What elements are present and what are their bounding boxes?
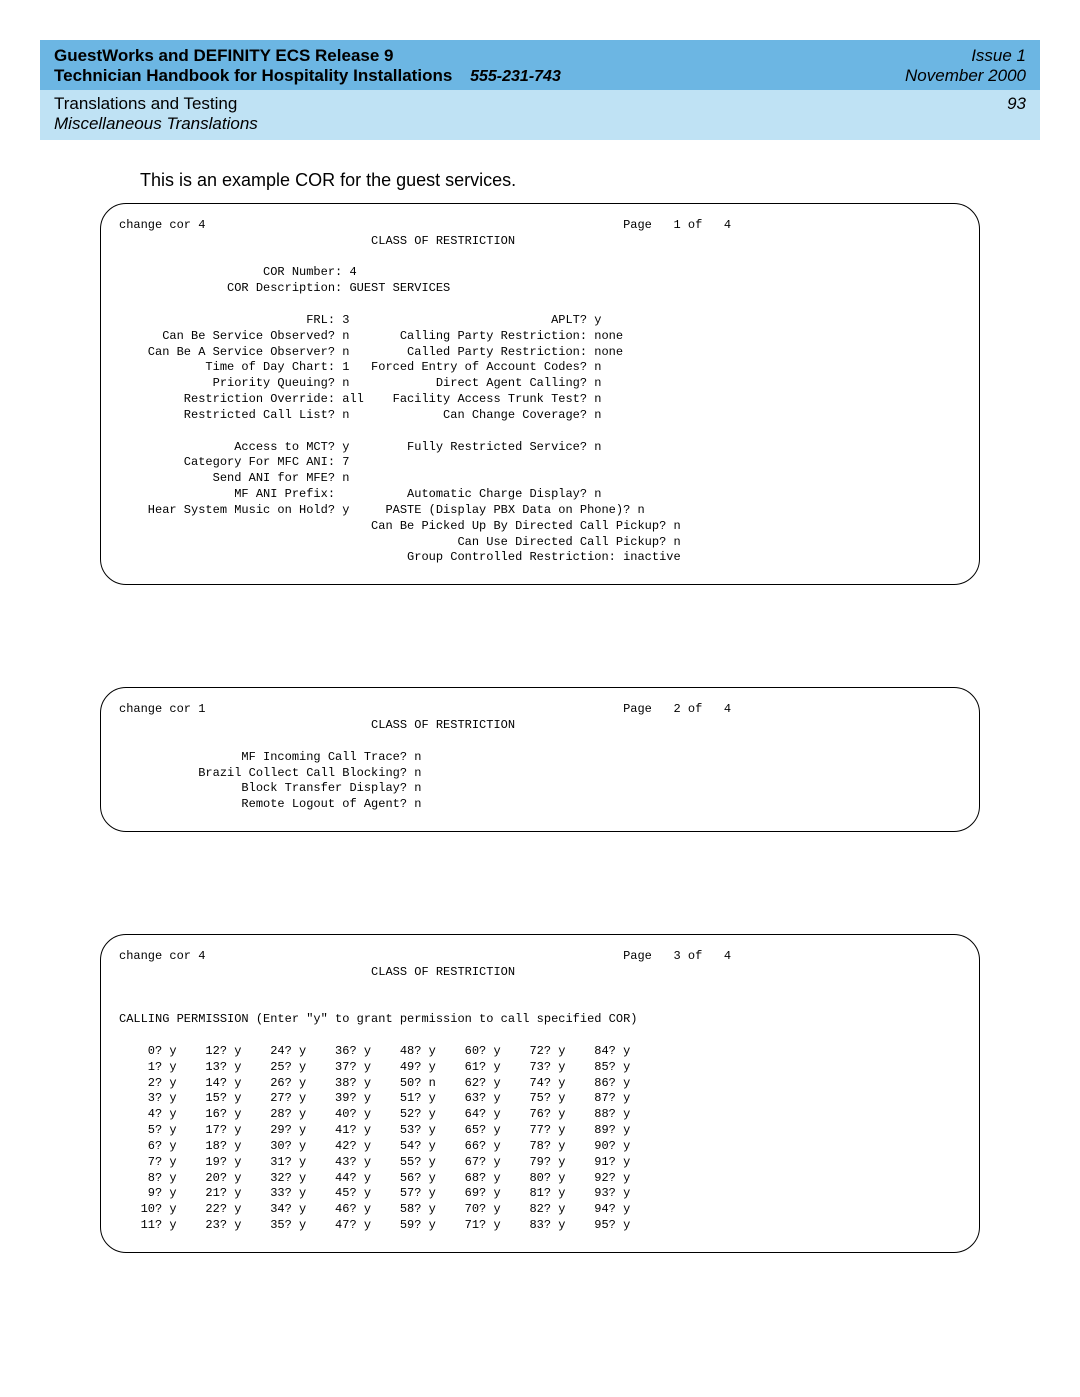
page-number: 93: [1007, 94, 1026, 134]
intro-text: This is an example COR for the guest ser…: [140, 170, 1040, 191]
doc-number: 555-231-743: [470, 68, 561, 85]
terminal-screen-2: change cor 1 Page 2 of 4 CLASS OF RESTRI…: [100, 687, 980, 832]
section-label: Translations and Testing: [54, 94, 258, 114]
issue-label: Issue 1: [905, 46, 1026, 66]
page-root: GuestWorks and DEFINITY ECS Release 9 Te…: [40, 40, 1040, 1293]
date-label: November 2000: [905, 66, 1026, 86]
doc-title: GuestWorks and DEFINITY ECS Release 9: [54, 46, 561, 66]
header2-left: Translations and Testing Miscellaneous T…: [54, 94, 258, 134]
terminal-screen-1: change cor 4 Page 1 of 4 CLASS OF RESTRI…: [100, 203, 980, 585]
terminal-screen-3: change cor 4 Page 3 of 4 CLASS OF RESTRI…: [100, 934, 980, 1253]
doc-subtitle-row: Technician Handbook for Hospitality Inst…: [54, 66, 561, 86]
terminal-screen-1-wrap: change cor 4 Page 1 of 4 CLASS OF RESTRI…: [100, 203, 980, 585]
doc-subtitle: Technician Handbook for Hospitality Inst…: [54, 66, 452, 85]
header-bar-1: GuestWorks and DEFINITY ECS Release 9 Te…: [40, 40, 1040, 90]
terminal-screen-3-wrap: change cor 4 Page 3 of 4 CLASS OF RESTRI…: [100, 934, 980, 1253]
header-right: Issue 1 November 2000: [905, 46, 1026, 86]
subsection-label: Miscellaneous Translations: [54, 114, 258, 134]
header-bar-2: Translations and Testing Miscellaneous T…: [40, 90, 1040, 140]
header-left: GuestWorks and DEFINITY ECS Release 9 Te…: [54, 46, 561, 86]
terminal-screen-2-wrap: change cor 1 Page 2 of 4 CLASS OF RESTRI…: [100, 687, 980, 832]
